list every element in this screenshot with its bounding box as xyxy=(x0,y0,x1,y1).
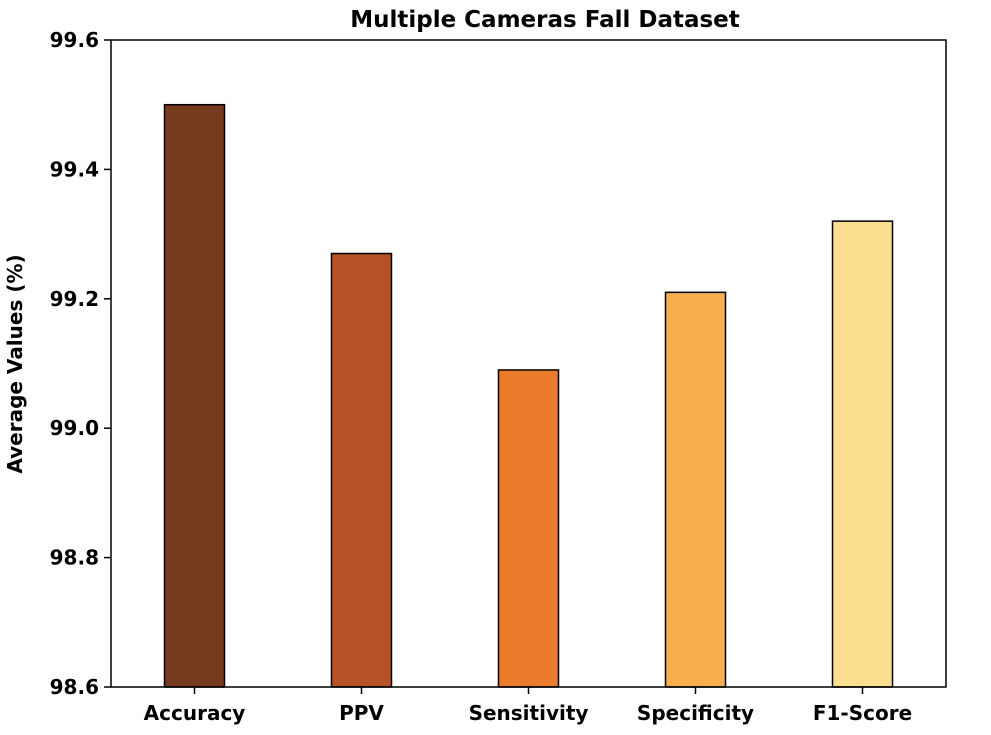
x-tick-label: Accuracy xyxy=(144,701,246,725)
y-tick-label: 99.0 xyxy=(50,416,99,440)
bar-ppv xyxy=(330,252,393,688)
chart-title: Multiple Cameras Fall Dataset xyxy=(350,7,740,33)
y-tick-label: 99.6 xyxy=(50,28,99,52)
x-tick-label: PPV xyxy=(339,701,384,725)
x-tick-label: Sensitivity xyxy=(469,701,589,725)
y-tick-label: 98.6 xyxy=(50,675,99,699)
x-tick-label: Specificity xyxy=(637,701,754,725)
bars xyxy=(163,103,894,688)
x-axis-ticks: Accuracy PPV Sensitivity Specificity F1-Scor… xyxy=(144,687,912,725)
bar-accuracy xyxy=(163,103,226,688)
y-axis-ticks: 98.6 98.8 99.0 99.2 99.4 99.6 xyxy=(50,28,111,699)
y-tick-label: 99.2 xyxy=(50,287,99,311)
bar-specificity xyxy=(664,291,727,688)
y-axis-label: Average Values (%) xyxy=(3,254,27,473)
y-tick-label: 98.8 xyxy=(50,546,99,570)
bar-sensitivity xyxy=(497,369,560,688)
plot-frame xyxy=(110,39,947,688)
y-tick-label: 99.4 xyxy=(50,157,99,181)
bar-f1-score xyxy=(831,220,894,688)
x-tick-label: F1-Score xyxy=(813,701,912,725)
